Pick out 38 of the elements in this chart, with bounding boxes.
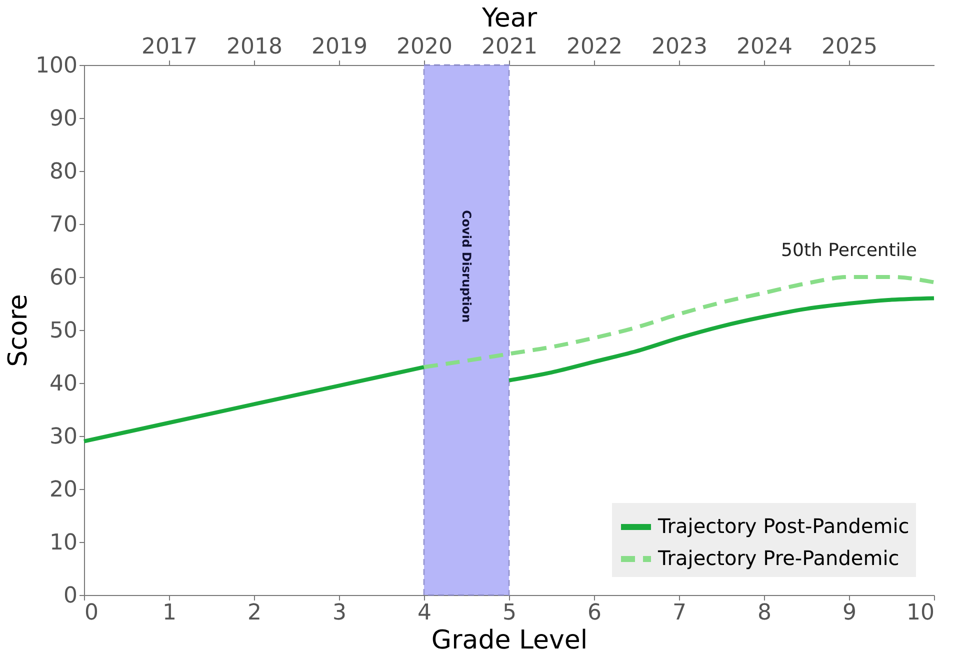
x2-tick-label: 2017 <box>142 34 198 60</box>
x-axis-title: Grade Level <box>431 626 588 656</box>
y-tick-label: 90 <box>50 106 78 132</box>
annotation: 50th Percentile <box>781 240 917 261</box>
x2-tick-label: 2024 <box>736 34 792 60</box>
y-tick-label: 30 <box>50 424 78 450</box>
y-tick-label: 20 <box>50 478 78 502</box>
x-tick-label: 4 <box>418 600 432 626</box>
legend-label: Trajectory Pre-Pandemic <box>657 546 900 570</box>
x2-tick-label: 2020 <box>396 34 452 60</box>
x-tick-label: 2 <box>248 600 262 626</box>
x2-tick-label: 2019 <box>312 34 368 60</box>
x-tick-label: 5 <box>502 600 516 626</box>
y-tick-label: 0 <box>64 584 78 608</box>
y-tick-label: 70 <box>50 212 78 238</box>
y-tick-label: 50 <box>50 318 78 344</box>
x-tick-label: 0 <box>84 600 98 626</box>
x-tick-label: 7 <box>672 600 686 626</box>
x-tick-label: 9 <box>842 600 856 626</box>
x2-tick-label: 2018 <box>226 34 282 60</box>
legend-label: Trajectory Post-Pandemic <box>657 514 910 538</box>
x-tick-label: 10 <box>906 600 934 626</box>
y-tick-label: 80 <box>50 160 78 184</box>
x2-tick-label: 2021 <box>482 34 538 60</box>
x-tick-label: 3 <box>332 600 346 626</box>
y-axis-title: Score <box>4 294 34 367</box>
x2-axis-title: Year <box>480 4 538 34</box>
band-label: Covid Disruption <box>460 210 474 323</box>
x2-tick-label: 2025 <box>822 34 878 60</box>
x-tick-label: 6 <box>588 600 602 626</box>
y-tick-label: 10 <box>50 530 78 556</box>
y-tick-label: 100 <box>36 54 78 78</box>
x2-tick-label: 2023 <box>652 34 708 60</box>
y-tick-label: 40 <box>50 372 78 396</box>
y-tick-label: 60 <box>50 266 78 290</box>
x2-tick-label: 2022 <box>566 34 622 60</box>
x-tick-label: 1 <box>162 600 176 626</box>
x-tick-label: 8 <box>758 600 772 626</box>
